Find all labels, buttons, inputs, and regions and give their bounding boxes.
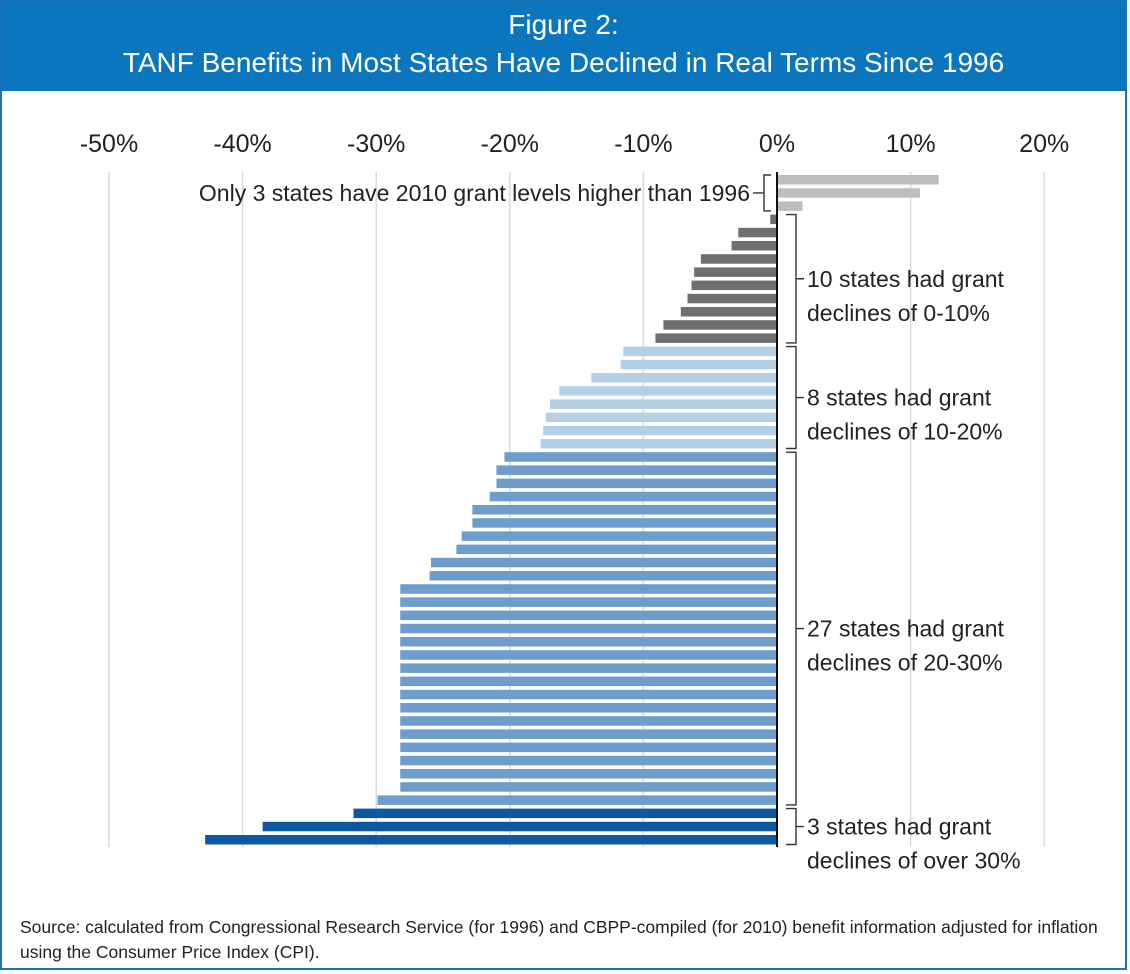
- x-tick-label: -40%: [213, 130, 271, 158]
- group-label-line: 10 states had grant: [807, 266, 1005, 292]
- bar: [540, 439, 777, 449]
- chart-title: TANF Benefits in Most States Have Declin…: [122, 47, 1005, 78]
- bar: [472, 505, 777, 515]
- x-tick-label: -30%: [347, 130, 405, 158]
- bar: [620, 359, 777, 370]
- bar: [691, 280, 777, 291]
- bar: [461, 531, 777, 541]
- bar: [738, 227, 777, 238]
- bar: [472, 518, 777, 528]
- x-tick-label: 0%: [759, 130, 795, 158]
- group-label-line: declines of 0-10%: [807, 300, 990, 326]
- group-label-line: 3 states had grant: [807, 814, 992, 840]
- bar: [400, 610, 777, 621]
- bar: [663, 320, 777, 330]
- bar: [680, 307, 777, 317]
- x-tick-label: 10%: [886, 130, 936, 158]
- bar: [430, 557, 777, 568]
- bar: [400, 597, 777, 607]
- group-label-line: 27 states had grant: [807, 616, 1005, 642]
- bars: [205, 175, 939, 845]
- bar: [545, 412, 777, 423]
- figure-label: Figure 2:: [508, 9, 619, 40]
- group-bracket: [786, 807, 804, 846]
- bar: [400, 755, 777, 766]
- bar-chart: -50% -40% -30% -20% -10% 0% 10% 20% Only 3 stat…: [80, 130, 1069, 874]
- group-bracket: [786, 451, 804, 806]
- bar: [400, 623, 777, 634]
- bar: [777, 175, 939, 185]
- group-label-line: declines of 20-30%: [807, 650, 1003, 676]
- bar: [770, 214, 777, 225]
- bar: [205, 835, 777, 845]
- bar: [400, 729, 777, 739]
- bar: [777, 188, 920, 198]
- bar: [262, 821, 777, 832]
- x-axis-ticks: -50% -40% -30% -20% -10% 0% 10% 20%: [80, 130, 1069, 158]
- bar: [400, 663, 777, 673]
- figure-header: Figure 2: TANF Benefits in Most States H…: [2, 2, 1125, 91]
- x-tick-label: -50%: [80, 130, 138, 158]
- bar: [400, 676, 777, 687]
- bar: [400, 703, 777, 713]
- bar: [400, 769, 777, 779]
- x-tick-label: 20%: [1019, 130, 1069, 158]
- bar: [694, 267, 777, 277]
- bar: [429, 571, 777, 581]
- group-label-line: 8 states had grant: [807, 385, 992, 411]
- bar: [400, 637, 777, 647]
- bar: [655, 333, 777, 343]
- bar: [591, 373, 777, 383]
- bar: [377, 795, 777, 805]
- bar: [496, 465, 777, 475]
- group-label: Only 3 states have 2010 grant levels hig…: [199, 180, 750, 206]
- x-tick-label: -20%: [481, 130, 539, 158]
- bar: [496, 478, 777, 489]
- bar: [687, 293, 777, 304]
- bar: [504, 452, 777, 462]
- bar: [400, 782, 777, 792]
- bar: [543, 425, 777, 436]
- source-note: Source: calculated from Congressional Re…: [20, 917, 1098, 962]
- bar: [777, 201, 803, 211]
- group-annotations: Only 3 states have 2010 grant levels hig…: [199, 174, 1021, 874]
- bar: [400, 689, 777, 700]
- group-bracket: [753, 174, 771, 212]
- bar: [731, 241, 777, 251]
- bar: [700, 254, 777, 264]
- bar: [549, 399, 777, 409]
- bar: [456, 544, 777, 555]
- bar: [400, 650, 777, 660]
- bar: [559, 386, 777, 396]
- group-bracket: [786, 345, 804, 450]
- bar: [353, 808, 777, 819]
- bar: [400, 742, 777, 753]
- group-label-line: declines of 10-20%: [807, 419, 1003, 445]
- bar: [623, 346, 777, 357]
- x-tick-label: -10%: [614, 130, 672, 158]
- bar: [400, 584, 777, 594]
- group-bracket: [786, 213, 804, 344]
- bar: [489, 491, 777, 502]
- bar: [400, 716, 777, 726]
- group-label-line: declines of over 30%: [807, 848, 1021, 874]
